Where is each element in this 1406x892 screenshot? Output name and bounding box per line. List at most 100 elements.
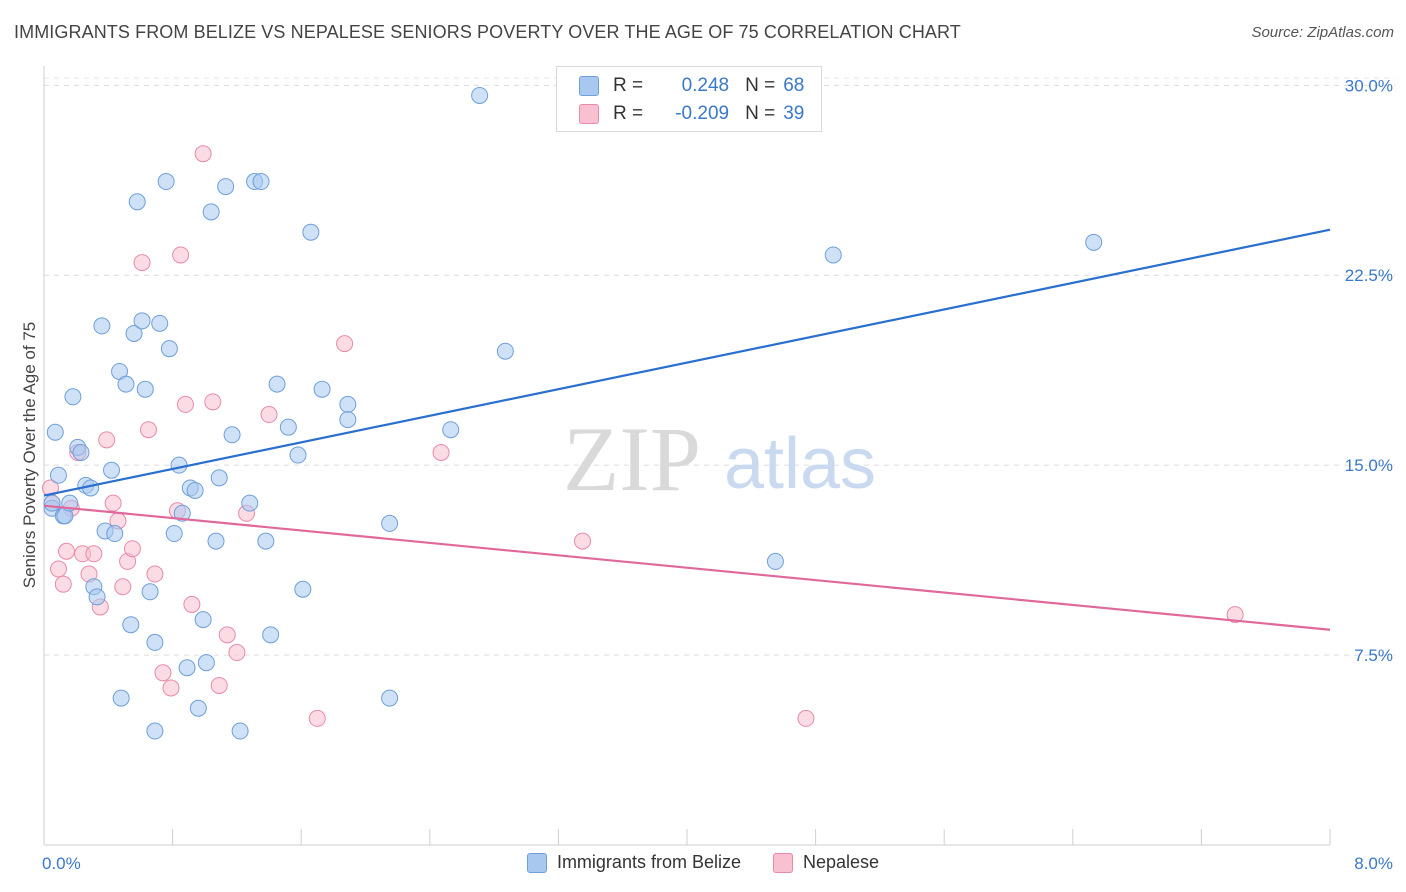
point-nepalese [133, 254, 151, 272]
point-belize [766, 552, 784, 570]
point-belize [302, 223, 320, 241]
legend-r-value: -0.209 [675, 103, 730, 124]
point-nepalese [146, 565, 164, 583]
point-nepalese [98, 431, 116, 449]
point-nepalese [432, 444, 450, 461]
point-nepalese [797, 709, 815, 727]
point-belize [471, 86, 489, 104]
point-nepalese [139, 421, 157, 439]
point-belize [93, 317, 111, 335]
point-belize [141, 583, 159, 601]
legend-swatch-pink [772, 852, 793, 873]
watermark: ZIP atlas [563, 408, 876, 510]
legend-n-value: 39 [783, 103, 805, 124]
point-belize [122, 616, 140, 634]
correlation-legend: R = 0.248 N = 68 R = -0.209 N = 39 [556, 66, 822, 132]
point-belize [106, 525, 124, 543]
point-nepalese [210, 676, 228, 694]
gridlines [44, 77, 1395, 656]
point-belize [157, 173, 175, 191]
point-belize [88, 588, 106, 606]
point-belize [824, 246, 842, 264]
point-nepalese [123, 540, 141, 558]
point-nepalese [218, 626, 236, 644]
point-nepalese [574, 532, 592, 550]
legend-swatch-blue [526, 852, 547, 873]
point-belize [381, 689, 399, 707]
y-tick-label: 15.0% [1345, 456, 1393, 475]
chart-source: Source: ZipAtlas.com [1251, 24, 1394, 41]
point-belize [112, 689, 130, 707]
x-tick-label: 8.0% [1354, 854, 1393, 873]
legend-r-value: 0.248 [681, 75, 730, 96]
point-belize [268, 375, 286, 393]
point-belize [231, 722, 249, 740]
point-belize [294, 580, 312, 598]
point-belize [262, 626, 280, 644]
y-tick-label: 30.0% [1345, 76, 1393, 95]
series-nepalese [41, 145, 1244, 727]
point-nepalese [49, 560, 67, 578]
point-belize [43, 494, 61, 512]
legend-n-label: N = [745, 75, 776, 96]
trend-lines [43, 228, 1331, 631]
legend-label-belize: Immigrants from Belize [556, 852, 741, 872]
watermark-zip: ZIP [563, 408, 701, 510]
point-belize [117, 375, 135, 393]
point-belize [442, 421, 460, 439]
point-belize [339, 395, 357, 413]
point-belize [207, 532, 225, 550]
point-nepalese [104, 494, 122, 512]
point-belize [217, 178, 235, 196]
legend-r-label: R = [613, 103, 644, 124]
point-belize [46, 423, 64, 441]
point-belize [202, 203, 220, 221]
point-nepalese [162, 679, 180, 697]
point-nepalese [194, 145, 212, 163]
point-nepalese [308, 709, 326, 727]
point-belize [133, 312, 151, 330]
point-belize [496, 342, 514, 360]
point-belize [339, 411, 357, 429]
point-belize [186, 481, 204, 499]
trend-line-belize [43, 228, 1331, 497]
point-nepalese [58, 542, 76, 560]
legend-n-value: 68 [783, 75, 805, 96]
point-belize [165, 525, 183, 543]
point-belize [170, 456, 188, 474]
point-belize [189, 699, 207, 717]
point-belize [146, 722, 164, 740]
point-belize [197, 654, 215, 672]
point-belize [72, 444, 90, 461]
point-belize [160, 340, 178, 358]
axes [43, 66, 1331, 846]
legend-row-nepalese: R = -0.209 N = 39 [579, 102, 804, 126]
point-nepalese [260, 406, 278, 424]
point-belize [223, 426, 241, 444]
tick-labels: 7.5% 15.0% 22.5% 30.0% 0.0% 8.0% [42, 76, 1393, 873]
point-belize [289, 446, 307, 464]
point-belize [125, 324, 143, 342]
legend-item-nepalese[interactable]: Nepalese [772, 852, 879, 873]
y-tick-label: 7.5% [1354, 646, 1393, 665]
point-belize [49, 466, 67, 484]
point-belize [64, 388, 82, 406]
legend-item-belize[interactable]: Immigrants from Belize [526, 852, 741, 873]
point-belize [252, 173, 270, 191]
point-belize [173, 504, 191, 522]
point-belize [194, 611, 212, 629]
point-belize [128, 193, 146, 211]
point-belize [146, 633, 164, 651]
point-belize [381, 514, 399, 532]
legend-n-label: N = [745, 103, 776, 124]
point-belize [241, 494, 259, 512]
point-nepalese [204, 393, 222, 411]
point-nepalese [183, 595, 201, 613]
point-nepalese [154, 664, 172, 682]
point-belize [136, 380, 154, 398]
y-tick-label: 22.5% [1345, 266, 1393, 285]
point-belize [257, 532, 275, 550]
point-belize [210, 469, 228, 487]
chart-title: IMMIGRANTS FROM BELIZE VS NEPALESE SENIO… [14, 22, 961, 42]
